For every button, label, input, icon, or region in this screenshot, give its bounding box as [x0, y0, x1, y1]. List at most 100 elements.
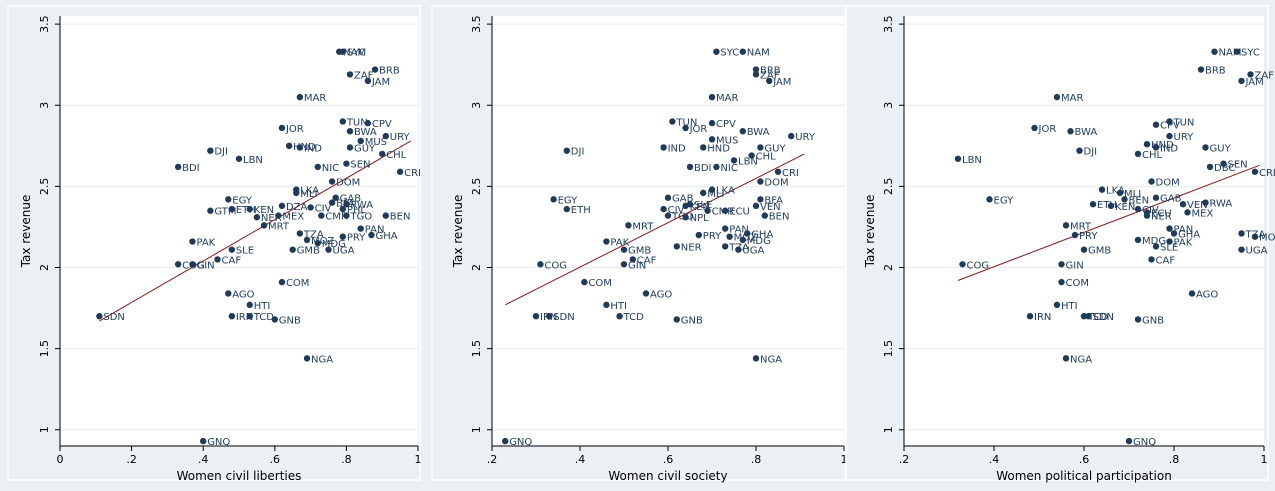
point-label: MDG — [1142, 236, 1166, 247]
point-label: SLE — [1160, 242, 1178, 253]
data-point — [1202, 144, 1209, 151]
data-point — [1238, 230, 1245, 237]
point-label: EGY — [232, 195, 253, 206]
point-label: CIV — [1142, 205, 1159, 216]
y-tick-label: 2 — [882, 264, 895, 271]
point-label: MLI — [707, 189, 724, 200]
point-label: HTI — [1061, 301, 1078, 312]
data-point — [296, 93, 304, 101]
point-label: NIC — [322, 163, 339, 174]
point-label: MEX — [1192, 208, 1214, 219]
data-point — [713, 48, 720, 55]
data-point — [1238, 77, 1245, 85]
data-point — [1166, 238, 1173, 245]
x-axis-title: Women civil society — [608, 469, 727, 483]
point-label: UGA — [742, 246, 764, 257]
point-label: PAK — [196, 238, 215, 249]
data-point — [1206, 163, 1214, 171]
data-point — [695, 231, 702, 239]
data-point — [1202, 199, 1209, 206]
point-label: NIC — [720, 163, 737, 174]
point-label: TCD — [253, 312, 275, 323]
data-point — [214, 256, 221, 263]
point-label: RWA — [350, 200, 373, 211]
data-point — [1116, 189, 1124, 197]
data-point — [343, 201, 350, 208]
y-axis-title: Tax revenue — [19, 195, 33, 269]
point-label: GNB — [681, 315, 703, 326]
point-label: HTI — [254, 301, 271, 312]
point-label: URY — [1174, 132, 1195, 143]
point-label: LKA — [1106, 186, 1125, 197]
point-label: UGA — [333, 246, 355, 257]
data-point — [357, 225, 364, 232]
data-point — [664, 212, 672, 219]
data-point — [1179, 201, 1187, 208]
point-label: TZA — [303, 229, 324, 240]
point-label: GAB — [1160, 194, 1182, 205]
point-label: DZA — [286, 202, 308, 213]
data-point — [629, 256, 636, 263]
y-axis-title: Tax revenue — [451, 195, 465, 269]
point-label: EGY — [558, 195, 579, 206]
data-point — [328, 178, 336, 185]
fit-line — [504, 153, 805, 306]
data-point — [722, 243, 729, 250]
data-point — [328, 199, 336, 206]
data-point — [744, 230, 751, 237]
data-point — [225, 290, 232, 297]
point-label: MEX — [282, 212, 304, 223]
data-point — [752, 355, 760, 362]
data-point — [1053, 301, 1061, 309]
x-tick-label: .4 — [198, 453, 209, 466]
point-label: CHL — [1142, 150, 1163, 161]
point-label: COG — [544, 260, 567, 271]
y-tick-label: 2.5 — [470, 178, 483, 196]
point-label: DJI — [214, 147, 228, 158]
point-label: BWA — [747, 127, 770, 138]
x-tick-label: 1 — [841, 453, 848, 466]
data-point — [708, 119, 716, 127]
data-point — [713, 163, 720, 171]
data-point — [581, 278, 588, 286]
point-label: MLI — [1124, 189, 1141, 200]
data-point — [620, 246, 628, 253]
point-label: VEN — [1187, 200, 1208, 211]
point-label: AGO — [232, 289, 254, 300]
x-tick-label: .4 — [575, 453, 586, 466]
data-point — [318, 212, 325, 219]
data-point — [228, 205, 236, 213]
y-tick-label: 3 — [882, 102, 895, 109]
data-point — [664, 194, 672, 201]
point-label: PAK — [1174, 238, 1193, 249]
data-point — [189, 238, 196, 245]
x-tick-label: 0 — [57, 453, 64, 466]
data-point — [1166, 118, 1173, 125]
point-label: ETH — [1097, 200, 1117, 211]
data-point — [1134, 205, 1142, 213]
data-point — [343, 212, 350, 219]
data-point — [1197, 66, 1205, 73]
data-point — [396, 168, 404, 175]
point-label: AGO — [1196, 289, 1218, 300]
data-point — [550, 196, 557, 203]
data-point — [339, 233, 347, 240]
point-label: HND — [707, 143, 730, 154]
data-point — [735, 246, 742, 253]
data-point — [1134, 150, 1142, 158]
point-label: GUY — [354, 143, 376, 154]
data-point — [1188, 290, 1196, 297]
data-point — [752, 202, 760, 210]
data-point — [1247, 71, 1254, 78]
point-label: GHA — [375, 231, 397, 242]
point-label: ZAF — [354, 70, 374, 81]
point-label: MOZ — [1259, 233, 1275, 244]
data-point — [1238, 246, 1245, 253]
point-label: BRB — [760, 66, 781, 77]
data-point — [235, 155, 243, 162]
data-point — [278, 124, 286, 132]
point-label: NAM — [747, 48, 770, 59]
data-point — [314, 239, 321, 247]
y-tick-label: 3 — [38, 102, 51, 109]
point-label: DBC — [1214, 163, 1235, 174]
